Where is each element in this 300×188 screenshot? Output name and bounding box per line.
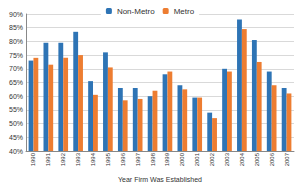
svg-text:40%: 40% [9, 148, 23, 155]
svg-text:70%: 70% [9, 65, 23, 72]
svg-text:80%: 80% [9, 38, 23, 45]
svg-text:Non-Metro: Non-Metro [117, 7, 155, 16]
svg-text:Year Firm Was Established: Year Firm Was Established [118, 176, 202, 183]
svg-text:1990: 1990 [30, 152, 36, 166]
svg-text:50%: 50% [9, 120, 23, 127]
svg-text:2001: 2001 [194, 152, 200, 166]
svg-text:85%: 85% [9, 24, 23, 31]
svg-text:1997: 1997 [135, 152, 141, 166]
svg-text:2004: 2004 [239, 152, 245, 166]
svg-text:2007: 2007 [284, 152, 290, 166]
svg-text:1995: 1995 [105, 152, 111, 166]
svg-text:55%: 55% [9, 106, 23, 113]
svg-text:1999: 1999 [164, 152, 170, 166]
svg-text:2006: 2006 [269, 152, 275, 166]
svg-text:2002: 2002 [209, 152, 215, 166]
svg-text:75%: 75% [9, 52, 23, 59]
svg-text:1993: 1993 [75, 152, 81, 166]
svg-text:1994: 1994 [90, 152, 96, 166]
svg-text:2005: 2005 [254, 152, 260, 166]
svg-text:Metro: Metro [174, 7, 195, 16]
svg-text:2003: 2003 [224, 152, 230, 166]
svg-text:65%: 65% [9, 79, 23, 86]
svg-text:2000: 2000 [179, 152, 185, 166]
svg-text:1992: 1992 [60, 152, 66, 166]
svg-text:1991: 1991 [45, 152, 51, 166]
svg-text:1998: 1998 [150, 152, 156, 166]
svg-text:45%: 45% [9, 134, 23, 141]
svg-text:90%: 90% [9, 11, 23, 18]
svg-text:60%: 60% [9, 93, 23, 100]
svg-text:1996: 1996 [120, 152, 126, 166]
